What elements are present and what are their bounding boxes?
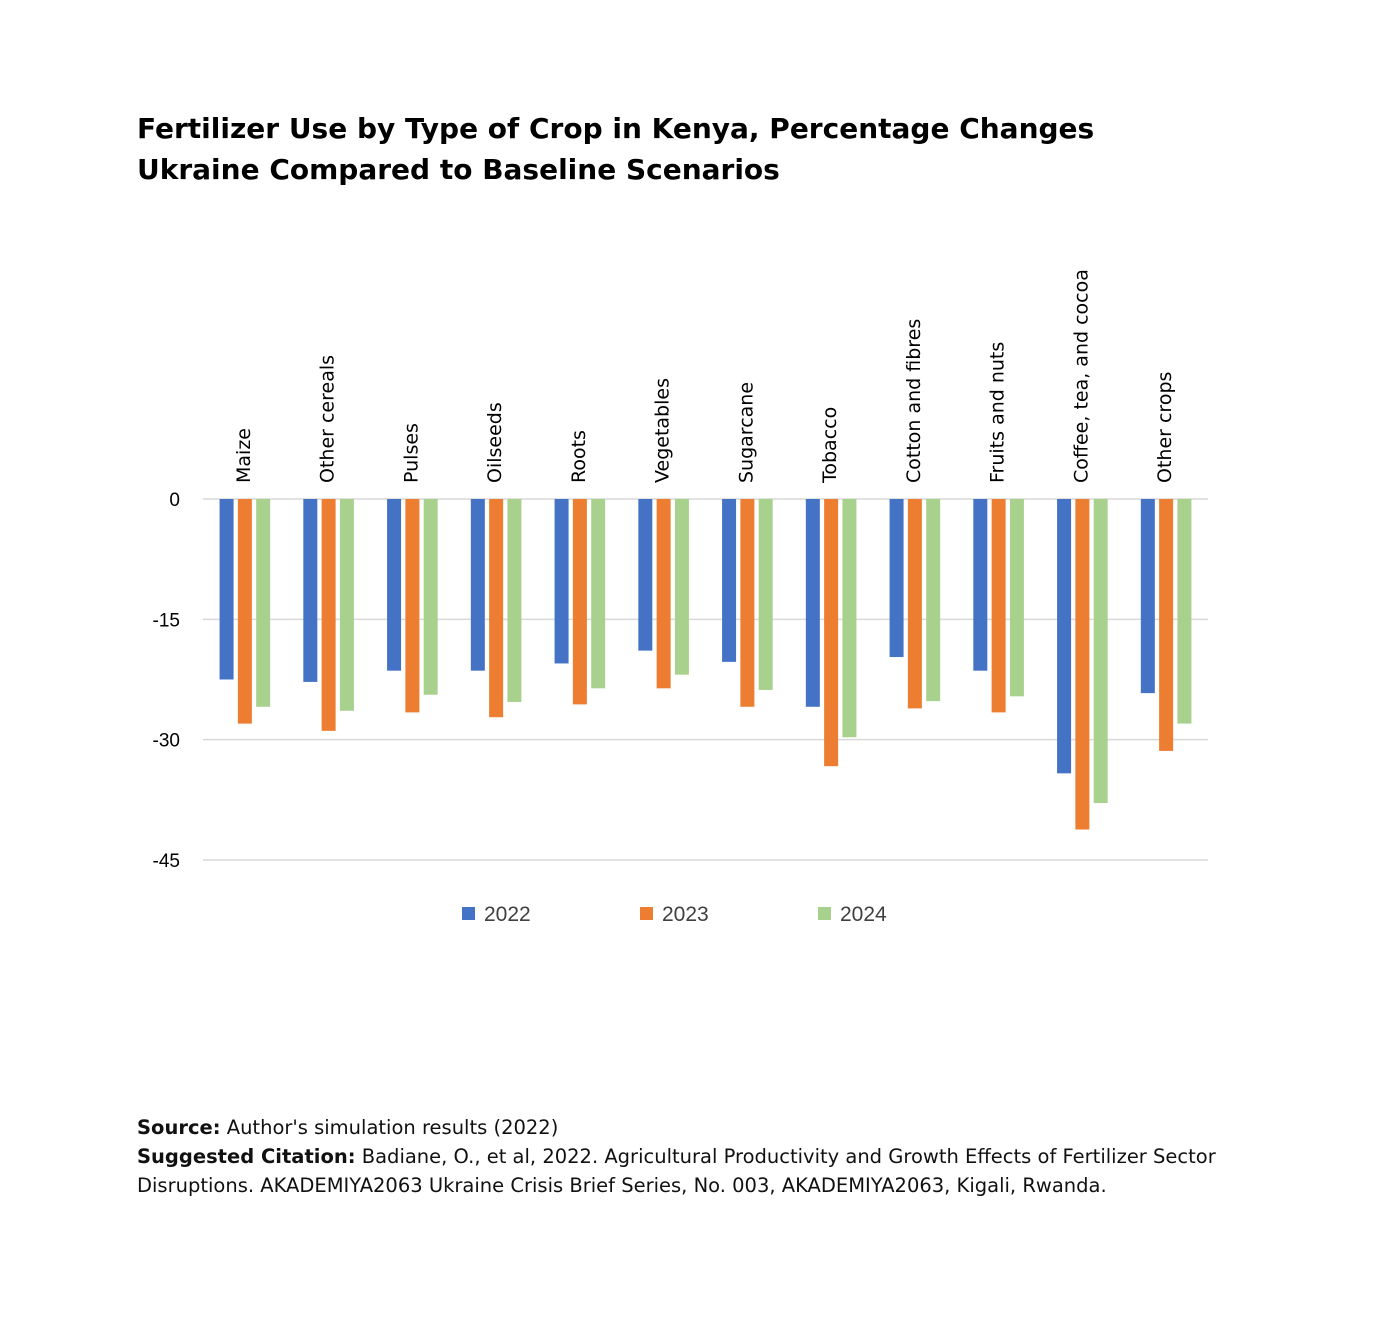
bar-2022: [722, 499, 737, 662]
bar-2023: [656, 499, 671, 689]
bar-2024: [674, 499, 689, 675]
citation-line: Suggested Citation: Badiane, O., et al, …: [137, 1142, 1297, 1200]
bar-2024: [591, 499, 606, 689]
bar-2023: [572, 499, 587, 705]
bar-2022: [889, 499, 904, 658]
legend-label: 2024: [840, 903, 887, 926]
bar-2023: [321, 499, 336, 731]
chart-title: Fertilizer Use by Type of Crop in Kenya,…: [137, 108, 1287, 190]
category-label: Maize: [233, 428, 255, 483]
footer: Source: Author's simulation results (202…: [137, 1113, 1297, 1200]
citation-label: Suggested Citation:: [137, 1145, 356, 1168]
source-line: Source: Author's simulation results (202…: [137, 1113, 1297, 1142]
category-label: Vegetables: [652, 378, 674, 483]
y-tick-label: -45: [153, 851, 180, 872]
bar-2022: [973, 499, 988, 671]
bar-2023: [1159, 499, 1174, 751]
bar-2024: [926, 499, 941, 702]
legend-swatch-2024: [818, 907, 831, 920]
bar-2023: [824, 499, 839, 767]
bar-2022: [219, 499, 234, 680]
category-label: Sugarcane: [735, 382, 757, 483]
category-label: Other cereals: [317, 355, 339, 483]
category-label: Other crops: [1154, 372, 1176, 483]
bar-2022: [303, 499, 318, 682]
bar-2022: [638, 499, 653, 651]
bar-2024: [1093, 499, 1108, 804]
bar-2023: [740, 499, 755, 707]
bar-2024: [507, 499, 522, 702]
bar-2024: [1009, 499, 1024, 697]
bar-2022: [470, 499, 485, 671]
chart-title-line-2: Ukraine Compared to Baseline Scenarios: [137, 153, 780, 186]
bar-2023: [907, 499, 922, 709]
bar-2022: [554, 499, 569, 664]
category-label: Cotton and fibres: [903, 319, 925, 483]
category-label: Fruits and nuts: [987, 342, 1009, 483]
y-tick-label: 0: [169, 490, 180, 511]
bar-2023: [1075, 499, 1090, 830]
bar-2024: [758, 499, 773, 690]
bar-2024: [842, 499, 857, 738]
bar-2022: [1140, 499, 1155, 694]
category-label: Roots: [568, 430, 590, 483]
bar-2024: [1177, 499, 1192, 724]
bar-chart: 0 -15 -30 -45 Maize Other cereals Pulses Oilsee…: [153, 269, 1208, 926]
bar-2022: [1057, 499, 1072, 774]
category-label: Oilseeds: [484, 402, 506, 483]
bar-2023: [237, 499, 252, 724]
bar-2022: [387, 499, 402, 671]
bar-2024: [256, 499, 271, 707]
source-text: Author's simulation results (2022): [226, 1116, 559, 1139]
bar-2024: [339, 499, 354, 711]
legend-swatch-2023: [640, 907, 653, 920]
chart-title-line-1: Fertilizer Use by Type of Crop in Kenya,…: [137, 112, 1095, 145]
category-label: Coffee, tea, and cocoa: [1070, 269, 1092, 483]
bar-2023: [489, 499, 504, 718]
legend-label: 2022: [484, 903, 531, 926]
legend-swatch-2022: [462, 907, 475, 920]
bar-2024: [423, 499, 438, 695]
bar-2022: [805, 499, 820, 707]
source-label: Source:: [137, 1116, 221, 1139]
y-tick-label: -15: [153, 610, 180, 631]
citation-text: Badiane, O., et al, 2022. Agricultural P…: [137, 1145, 1216, 1197]
bar-2023: [991, 499, 1006, 713]
legend-label: 2023: [662, 903, 709, 926]
y-tick-label: -30: [153, 731, 180, 752]
bar-2023: [405, 499, 420, 713]
category-label: Pulses: [400, 423, 422, 483]
category-label: Tobacco: [819, 407, 841, 484]
